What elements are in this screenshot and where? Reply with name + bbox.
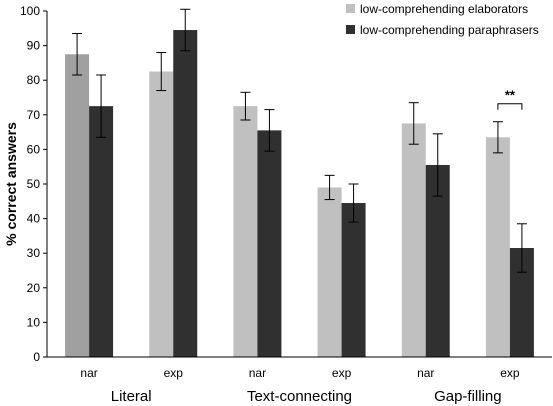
y-tick-label: 70	[27, 108, 41, 122]
y-tick-label: 80	[27, 73, 41, 87]
legend: low-comprehending elaborators low-compreh…	[346, 2, 539, 37]
y-tick-label: 20	[27, 281, 41, 295]
y-tick-label: 50	[27, 177, 41, 191]
y-tick-label: 90	[27, 39, 41, 53]
bar-elaborators	[233, 106, 258, 358]
error-bars	[72, 8, 527, 273]
x-tick-label: nar	[80, 366, 97, 380]
bar-elaborators	[401, 123, 426, 357]
annotations: **	[497, 88, 523, 110]
significance-bracket	[497, 103, 523, 110]
y-tick-label: 60	[27, 142, 41, 156]
bar-elaborators	[65, 54, 90, 357]
y-tick-label: 100	[20, 4, 40, 18]
bar-paraphrasers	[173, 30, 198, 358]
bar-paraphrasers	[509, 248, 534, 357]
group-label: Text-connecting	[247, 388, 352, 405]
x-tick-label: exp	[500, 366, 520, 380]
group-label: Literal	[111, 388, 152, 405]
x-tick-label: exp	[332, 366, 352, 380]
y-tick-label: 40	[27, 212, 41, 226]
bar-paraphrasers	[257, 130, 282, 357]
significance-label: **	[505, 88, 516, 103]
y-axis: 0 10 20 30 40 50 60 70 80 90 100	[20, 4, 48, 364]
legend-swatch	[346, 4, 355, 13]
y-axis-title: % correct answers	[3, 122, 19, 246]
bar-elaborators	[317, 187, 342, 357]
legend-swatch	[346, 25, 355, 34]
group-label: Gap-filling	[434, 388, 502, 405]
bar-elaborators	[485, 137, 510, 357]
bar-paraphrasers	[425, 164, 450, 357]
bars	[65, 30, 534, 358]
x-tick-label: nar	[249, 366, 266, 380]
y-tick-label: 10	[27, 315, 41, 329]
legend-label: low-comprehending paraphrasers	[360, 23, 539, 37]
y-tick-label: 0	[33, 350, 40, 364]
x-tick-label: nar	[417, 366, 434, 380]
bar-elaborators	[149, 71, 174, 358]
x-tick-label: exp	[164, 366, 184, 380]
legend-label: low-comprehending elaborators	[360, 2, 528, 16]
x-axis: nar exp nar exp nar exp Literal Text-connecting…	[47, 356, 552, 405]
y-tick-label: 30	[27, 246, 41, 260]
bar-paraphrasers	[89, 106, 114, 358]
bar-paraphrasers	[341, 203, 366, 357]
